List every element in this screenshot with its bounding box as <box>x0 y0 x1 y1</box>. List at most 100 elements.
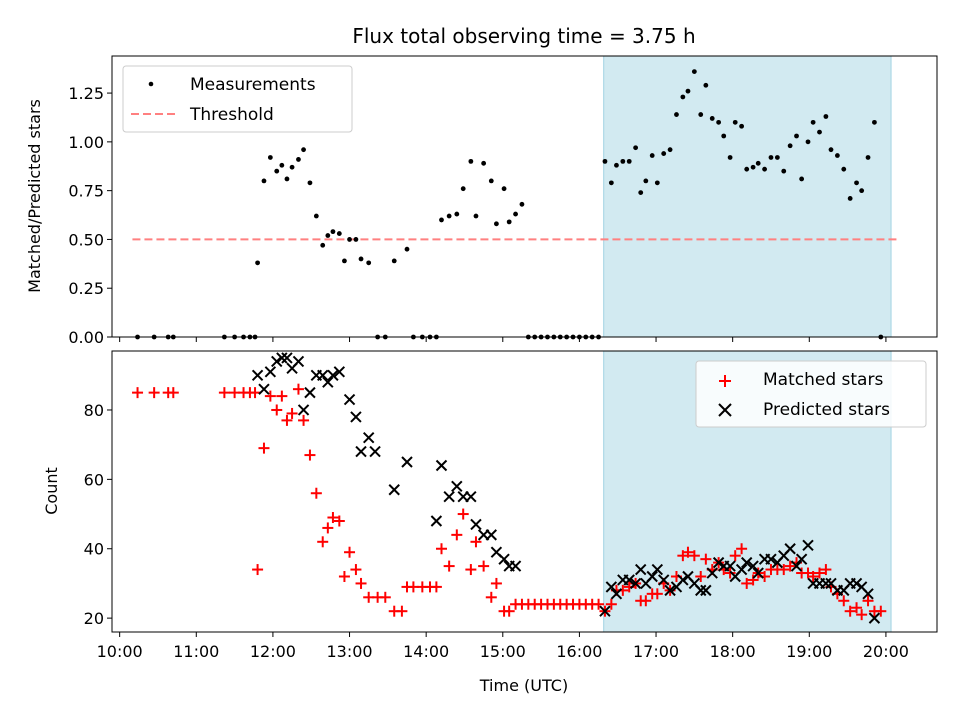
predicted-star-point <box>747 560 759 572</box>
legend-measurements-label: Measurements <box>190 75 316 95</box>
matched-star-point <box>457 508 469 520</box>
measurement-point <box>255 260 260 266</box>
count-y-ticks: 20 40 60 80 <box>84 401 112 628</box>
count-y-tick-label: 40 <box>84 540 104 559</box>
predicted-star-point <box>258 383 270 395</box>
measurement-point <box>279 162 285 168</box>
predicted-star-point <box>795 553 808 565</box>
predicted-star-point <box>470 518 482 531</box>
predicted-star-point <box>443 490 455 503</box>
count-x-tick-label: 17:00 <box>633 642 679 661</box>
count-y-tick-label: 80 <box>84 401 104 420</box>
matched-star-point <box>844 605 856 617</box>
predicted-star-point <box>264 366 277 378</box>
predicted-star-point <box>322 376 334 388</box>
matched-star-point <box>304 449 316 461</box>
count-x-tick-label: 20:00 <box>863 642 909 661</box>
count-x-tick-label: 19:00 <box>786 642 832 661</box>
ratio-y-tick-label: 0.00 <box>68 328 104 347</box>
matched-star-point <box>784 560 796 572</box>
measurement-point <box>274 168 280 174</box>
count-x-tick-label: 12:00 <box>250 642 296 661</box>
measurement-point <box>513 211 518 217</box>
measurement-point <box>744 166 750 172</box>
measurement-point <box>854 180 859 186</box>
predicted-star-point <box>355 445 367 458</box>
measurement-point <box>750 164 756 170</box>
matched-star-point <box>292 383 304 395</box>
matched-star-point <box>851 602 863 614</box>
measurement-point <box>768 155 774 160</box>
measurement-point <box>481 160 487 166</box>
matched-star-point <box>264 390 276 402</box>
measurement-point <box>494 221 499 227</box>
predicted-star-point <box>724 560 736 572</box>
measurement-point <box>739 123 745 129</box>
measurement-point <box>358 256 364 262</box>
count-x-tick-label: 14:00 <box>403 642 449 661</box>
matched-star-point <box>778 564 790 576</box>
measurement-point <box>847 196 853 201</box>
predicted-star-point <box>741 556 753 569</box>
predicted-star-point <box>435 459 448 472</box>
matched-star-point <box>167 387 179 399</box>
legend-predicted-label: Predicted stars <box>763 400 890 420</box>
measurement-point <box>794 133 799 139</box>
measurement-point <box>313 213 319 219</box>
predicted-star-point <box>485 529 498 541</box>
predicted-star-point <box>820 577 832 590</box>
matched-star-point <box>355 577 367 589</box>
matched-star-point <box>838 595 850 607</box>
predicted-star-point <box>695 584 707 597</box>
count-x-tick-label: 15:00 <box>480 642 526 661</box>
measurement-point <box>859 188 865 194</box>
count-x-tick-label: 18:00 <box>710 642 756 661</box>
matched-star-point <box>490 577 502 589</box>
measurement-point <box>709 116 715 121</box>
matched-star-point <box>856 609 868 621</box>
count-x-tick-label: 16:00 <box>556 642 602 661</box>
predicted-star-point <box>317 369 329 381</box>
measurement-point <box>602 158 608 164</box>
measurement-point <box>296 157 301 162</box>
matched-star-point <box>430 581 442 593</box>
observing-window-band <box>603 56 892 337</box>
ratio-y-tick-label: 1.25 <box>68 84 104 103</box>
measurement-point <box>608 180 614 186</box>
count-x-tick-label: 11:00 <box>173 642 219 661</box>
matched-star-point <box>682 546 694 558</box>
measurement-point <box>325 233 331 238</box>
measurement-point <box>828 147 834 153</box>
measurement-point <box>633 145 639 151</box>
predicted-star-point <box>610 588 623 600</box>
predicted-star-point <box>401 456 413 468</box>
matched-star-point <box>350 564 362 576</box>
predicted-star-point <box>712 556 725 569</box>
measurement-point <box>691 69 697 75</box>
predicted-star-point <box>651 563 664 576</box>
measurement-point <box>781 168 787 174</box>
measurement-point <box>698 112 704 117</box>
ratio-panel: 0.00 0.25 0.50 0.75 1.00 1.25 Matched/Predict… <box>25 55 938 347</box>
measurement-point <box>685 88 691 94</box>
count-x-ticks: 10:00 11:00 12:00 13:00 14:00 15:00 16:00 17:00… <box>97 632 909 661</box>
chart-title: Flux total observing time = 3.75 h <box>352 24 695 48</box>
measurement-point <box>799 176 805 182</box>
measurement-point <box>626 158 632 164</box>
predicted-star-point <box>388 484 400 496</box>
ratio-y-tick-label: 0.25 <box>68 279 104 298</box>
measurement-point <box>755 160 761 166</box>
predicted-star-point <box>677 574 689 586</box>
measurement-point <box>727 155 733 160</box>
ratio-y-tick-label: 1.00 <box>68 133 104 152</box>
predicted-star-point <box>350 411 362 423</box>
predicted-star-point <box>251 369 264 381</box>
matched-star-point <box>218 387 230 399</box>
matched-star-point <box>443 560 455 572</box>
count-y-tick-label: 60 <box>84 470 104 489</box>
measurement-point <box>342 258 347 264</box>
count-panel-frame <box>111 350 938 633</box>
count-x-tick-label: 13:00 <box>326 642 372 661</box>
measurement-point <box>721 133 727 139</box>
measurement-point <box>307 180 313 186</box>
